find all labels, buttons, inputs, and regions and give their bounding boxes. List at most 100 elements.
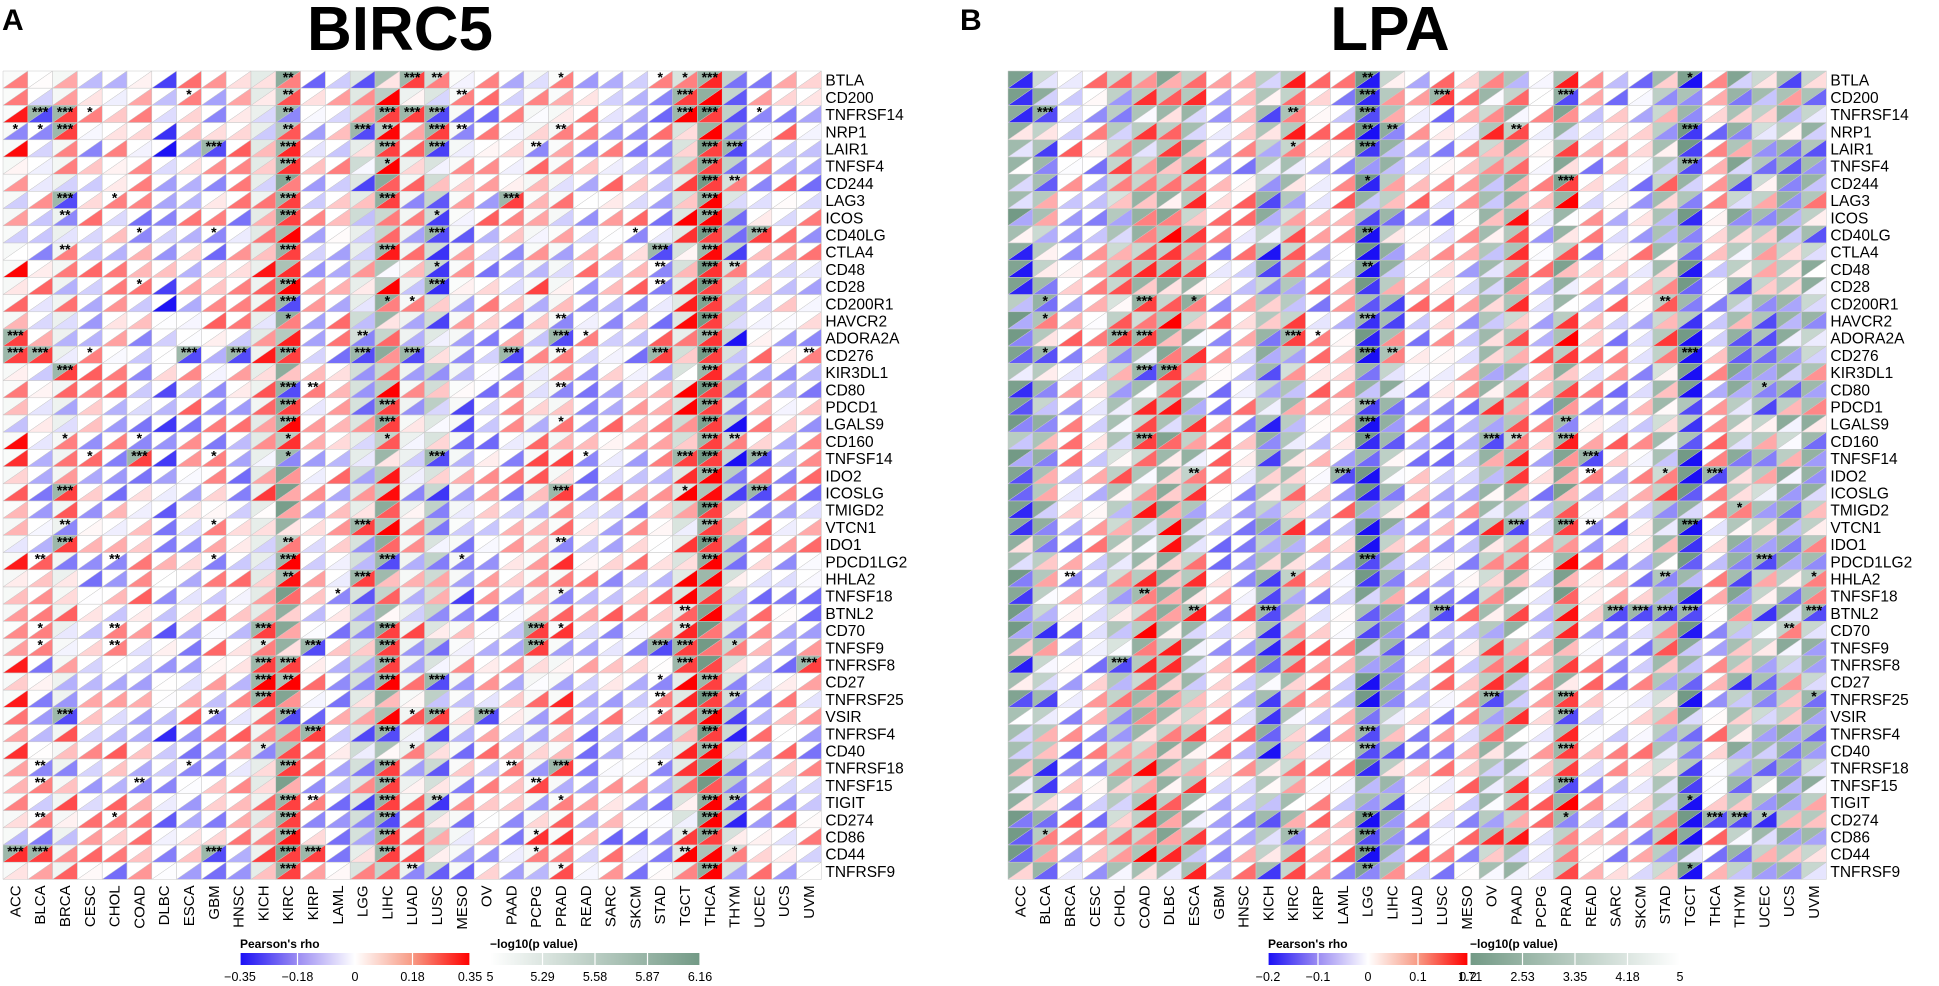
heatmap-cell <box>795 810 823 829</box>
heatmap-cell <box>473 483 500 502</box>
heatmap-cell <box>76 500 103 519</box>
heatmap-cell <box>448 276 475 296</box>
significance-stars: *** <box>379 637 396 653</box>
heatmap-cell <box>423 397 451 416</box>
heatmap-cell <box>250 190 277 210</box>
heatmap-cell <box>349 190 376 210</box>
heatmap-cell <box>771 827 798 846</box>
heatmap-cell <box>200 104 227 124</box>
row-label-cd48: CD48 <box>825 262 865 279</box>
heatmap-cell <box>795 861 823 880</box>
heatmap-cell <box>746 294 773 313</box>
heatmap-cell <box>771 775 798 794</box>
heatmap-cell <box>622 380 649 399</box>
heatmap-cell <box>126 655 153 674</box>
heatmap-cell <box>27 225 54 244</box>
heatmap-cell <box>200 586 227 605</box>
heatmap-cell <box>151 294 178 313</box>
heatmap-cell <box>597 689 624 708</box>
heatmap-cell <box>27 208 54 227</box>
significance-stars: ** <box>283 671 294 687</box>
significance-stars: *** <box>280 189 297 205</box>
heatmap-cell <box>771 724 798 743</box>
heatmap-cell <box>572 569 599 588</box>
heatmap-cell <box>473 311 500 330</box>
heatmap-cell <box>126 638 153 657</box>
heatmap-cell <box>51 758 79 777</box>
heatmap-cell <box>597 448 624 468</box>
heatmap-cell <box>225 620 252 640</box>
heatmap-cell <box>622 122 649 141</box>
significance-stars: *** <box>280 138 297 154</box>
heatmap-cell <box>771 741 798 760</box>
heatmap-cell <box>299 414 327 433</box>
heatmap-cell <box>225 724 252 743</box>
significance-stars: *** <box>57 121 74 137</box>
heatmap-cell <box>795 672 823 691</box>
heatmap-cell <box>547 500 575 519</box>
significance-stars: * <box>112 809 118 825</box>
heatmap-cell <box>225 190 252 210</box>
heatmap-cell <box>151 672 178 691</box>
heatmap-cell <box>423 345 451 364</box>
heatmap-cell <box>771 380 798 399</box>
heatmap-cell <box>771 208 798 227</box>
row-label-tnfsf4: TNFSF4 <box>825 159 884 176</box>
heatmap-cell <box>647 569 674 588</box>
heatmap-cell <box>448 466 475 485</box>
heatmap-cell <box>126 517 153 536</box>
heatmap-cell <box>324 225 351 244</box>
heatmap-cell <box>151 792 178 812</box>
heatmap-cell <box>771 861 798 880</box>
heatmap-cell <box>498 156 525 175</box>
heatmap-cell <box>151 689 178 708</box>
heatmap-cell <box>2 603 29 622</box>
heatmap-cell <box>622 431 649 450</box>
significance-stars: ** <box>804 344 815 360</box>
heatmap-cell <box>175 190 203 210</box>
heatmap-cell <box>448 603 475 622</box>
heatmap-cell <box>126 586 153 605</box>
heatmap-cell <box>349 775 376 794</box>
heatmap-cell <box>175 259 203 278</box>
heatmap-cell <box>399 792 426 812</box>
heatmap-cell <box>349 431 376 450</box>
significance-stars: *** <box>677 637 694 653</box>
heatmap-cell <box>473 294 500 313</box>
heatmap-cell <box>399 225 426 244</box>
heatmap-cell <box>349 741 376 760</box>
heatmap-cell <box>399 208 426 227</box>
heatmap-cell <box>275 620 302 640</box>
heatmap-cell <box>423 758 451 777</box>
heatmap-cell <box>76 552 103 571</box>
significance-stars: * <box>409 293 415 309</box>
heatmap-cell <box>671 122 699 141</box>
row-label-lair1: LAIR1 <box>825 142 868 159</box>
heatmap-cell <box>671 259 699 278</box>
heatmap-cell <box>423 156 451 175</box>
heatmap-cell <box>151 741 178 760</box>
heatmap-cell <box>399 552 426 571</box>
heatmap-cell <box>498 500 525 519</box>
heatmap-cell <box>200 758 227 777</box>
heatmap-cell <box>225 294 252 313</box>
row-label-tnfsf9: TNFSF9 <box>825 640 884 657</box>
heatmap-cell <box>771 328 798 347</box>
heatmap-cell <box>597 500 624 519</box>
heatmap-cell <box>746 620 773 640</box>
heatmap-cell <box>647 827 674 846</box>
heatmap-cell <box>250 173 277 192</box>
heatmap-cell <box>200 638 227 657</box>
heatmap-cell <box>473 466 500 485</box>
heatmap-cell <box>126 603 153 622</box>
heatmap-cell <box>299 672 327 691</box>
significance-stars: *** <box>503 344 520 360</box>
significance-stars: *** <box>503 189 520 205</box>
col-label-kirp: KIRP <box>305 885 322 920</box>
significance-stars: * <box>558 413 564 429</box>
heatmap-cell <box>473 328 500 347</box>
heatmap-cell <box>746 414 773 433</box>
heatmap-cell <box>101 758 128 777</box>
heatmap-cell <box>399 569 426 588</box>
heatmap-cell <box>250 104 277 124</box>
